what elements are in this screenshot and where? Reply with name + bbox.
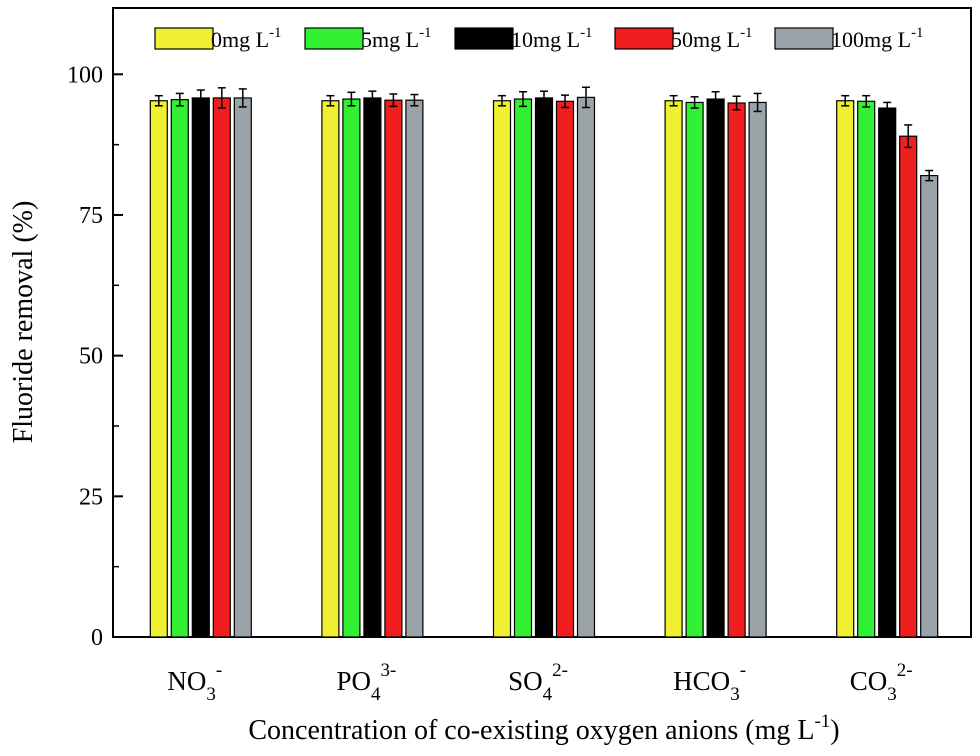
bar (149, 100, 168, 638)
bar (342, 98, 361, 638)
bar (920, 174, 939, 638)
y-axis-title: Fluoride removal (%) (8, 201, 39, 444)
x-axis: NO3- PO43- SO42- HCO3- CO32- (167, 629, 913, 705)
legend-label: 5mg L-1 (361, 25, 432, 52)
legend-swatch (304, 27, 364, 50)
legend-swatch (454, 27, 514, 50)
legend-label: 100mg L-1 (831, 25, 924, 52)
bar (321, 100, 340, 638)
x-tick-label: SO42- (508, 660, 568, 705)
legend-swatch (774, 27, 834, 50)
bar (212, 97, 231, 638)
y-tick-label: 0 (91, 625, 103, 651)
bar (384, 99, 403, 638)
bar (836, 100, 855, 638)
bar (513, 98, 533, 638)
legend-label: 10mg L-1 (511, 25, 593, 52)
legend-label: 50mg L-1 (671, 25, 753, 52)
bar (191, 97, 210, 638)
bar (727, 102, 746, 638)
x-tick-label: CO32- (850, 660, 913, 705)
x-axis-title: Concentration of co-existing oxygen anio… (248, 711, 839, 746)
bar (534, 97, 554, 638)
bar (899, 135, 918, 638)
bar (748, 101, 767, 638)
bars (149, 86, 939, 638)
bar (492, 100, 512, 638)
y-axis: 0 25 50 75 100 (67, 62, 123, 651)
y-tick-label: 75 (79, 203, 103, 229)
x-tick-label: NO3- (167, 660, 222, 705)
y-tick-label: 25 (79, 484, 103, 510)
legend-swatch (614, 27, 674, 50)
legend-swatch (154, 27, 214, 50)
bar (706, 98, 725, 638)
bar (878, 107, 897, 638)
bar (555, 100, 575, 638)
y-tick-label: 50 (79, 344, 103, 370)
bar (857, 100, 876, 638)
bar (170, 99, 189, 638)
bar (576, 96, 596, 638)
legend-label: 0mg L-1 (211, 25, 282, 52)
bar (405, 99, 424, 638)
y-tick-label: 100 (67, 62, 103, 88)
x-tick-label: HCO3- (673, 660, 746, 705)
bar (664, 100, 683, 638)
bar (685, 101, 704, 638)
bar (233, 97, 252, 638)
legend: 0mg L-1 5mg L-1 10mg L-1 50mg L-1 100mg L-1 (154, 25, 924, 52)
x-tick-label: PO43- (336, 660, 396, 705)
bar (363, 97, 382, 638)
